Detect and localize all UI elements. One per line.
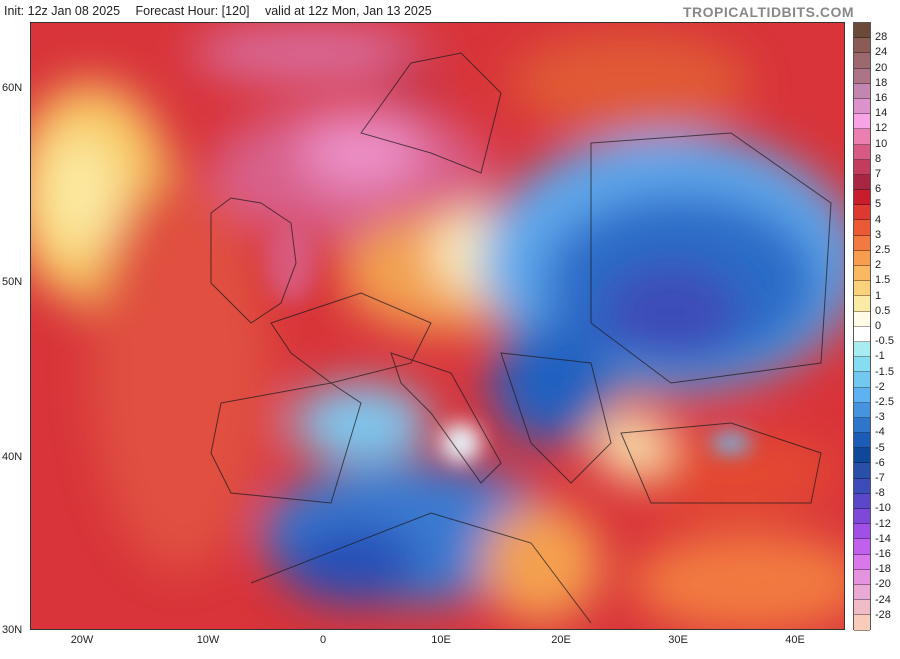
lon-label: 10W [196, 634, 220, 646]
colorbar-label: -8 [875, 487, 885, 500]
colorbar-label: 2.5 [875, 244, 891, 256]
colorbar-segment [854, 509, 870, 525]
colorbar-label: 10 [875, 137, 888, 150]
colorbar-label: -28 [875, 608, 891, 621]
colorbar-label: 0.5 [875, 304, 891, 317]
lon-label: 30E [668, 634, 688, 646]
colorbar-segment [854, 357, 870, 373]
colorbar-segment [854, 569, 870, 585]
colorbar-segment [854, 174, 870, 191]
colorbar-segment [854, 129, 870, 145]
colorbar-segment [854, 220, 870, 236]
colorbar-segment [854, 296, 870, 312]
colorbar-segment [854, 584, 870, 601]
forecast-hour: Forecast Hour: [120] [135, 4, 250, 18]
forecast-info: Init: 12z Jan 08 2025 Forecast Hour: [12… [4, 4, 444, 18]
colorbar-segment [854, 250, 870, 266]
colorbar-label: 12 [875, 122, 888, 135]
lat-label: 50N [2, 276, 23, 288]
colorbar-segment [854, 326, 870, 342]
colorbar-label: -18 [875, 563, 891, 576]
temperature-anomaly-map [30, 22, 845, 630]
colorbar-segment [854, 615, 870, 631]
colorbar-label: 4 [875, 213, 882, 226]
colorbar-label: -1 [875, 350, 885, 363]
colorbar-segment [854, 281, 870, 297]
colorbar-segment [854, 53, 870, 69]
colorbar-label: 0 [875, 320, 882, 332]
colorbar-label: 8 [875, 152, 882, 165]
lon-label: 20W [70, 634, 94, 646]
colorbar-segment [854, 311, 870, 327]
lat-label: 60N [2, 82, 23, 94]
colorbar-segment [854, 493, 870, 509]
colorbar-label: -12 [875, 517, 891, 530]
colorbar-label: 16 [875, 92, 888, 104]
colorbar-label: 6 [875, 183, 882, 196]
colorbar-segment [854, 539, 870, 555]
colorbar-segment [854, 266, 870, 282]
colorbar-segment [854, 190, 870, 206]
colorbar-label: -0.5 [875, 335, 894, 348]
lon-label: 40E [785, 634, 805, 646]
colorbar-segment [854, 448, 870, 464]
lat-label: 40N [2, 451, 23, 463]
colorbar-label: 24 [875, 46, 888, 59]
colorbar-label: -20 [875, 578, 891, 591]
colorbar-label: 1 [875, 289, 882, 302]
colorbar-label: 28 [875, 31, 888, 44]
colorbar-segment [854, 402, 870, 418]
colorbar [853, 22, 871, 631]
colorbar-segment [854, 600, 870, 616]
colorbar-segment [854, 205, 870, 221]
colorbar-segment [854, 478, 870, 494]
colorbar-segment [854, 114, 870, 130]
brand-logo: TROPICALTIDBITS.COM [682, 4, 854, 20]
valid-time: valid at 12z Mon, Jan 13 2025 [264, 4, 432, 18]
colorbar-label: -6 [875, 456, 885, 469]
colorbar-label: -1.5 [875, 365, 894, 378]
colorbar-segment [854, 524, 870, 540]
colorbar-segment [854, 554, 870, 570]
colorbar-segment [854, 341, 870, 358]
colorbar-label: -2 [875, 380, 885, 393]
colorbar-label: -2.5 [875, 396, 894, 408]
colorbar-label: -5 [875, 441, 885, 454]
colorbar-label: -10 [875, 502, 891, 515]
colorbar-label: 2 [875, 259, 882, 272]
colorbar-label: 3 [875, 228, 882, 241]
colorbar-label: -24 [875, 593, 891, 606]
colorbar-segment [854, 23, 870, 39]
colorbar-segment [854, 235, 870, 251]
colorbar-label: -3 [875, 411, 885, 424]
colorbar-segment [854, 433, 870, 449]
init-time: Init: 12z Jan 08 2025 [4, 4, 121, 18]
colorbar-label: 5 [875, 198, 882, 211]
colorbar-segment [854, 38, 870, 54]
colorbar-label: 20 [875, 61, 888, 74]
colorbar-segment [854, 159, 870, 175]
colorbar-label: 1.5 [875, 274, 891, 287]
colorbar-label: -14 [875, 532, 891, 545]
colorbar-label: 7 [875, 168, 882, 180]
colorbar-label: 18 [875, 76, 888, 89]
colorbar-label: 14 [875, 107, 888, 120]
lat-label: 30N [2, 624, 23, 636]
colorbar-label: -16 [875, 548, 891, 560]
colorbar-segment [854, 98, 870, 115]
colorbar-segment [854, 372, 870, 388]
colorbar-label: -4 [875, 426, 885, 439]
lon-label: 10E [431, 634, 451, 646]
lon-label: 0 [319, 634, 327, 646]
colorbar-segment [854, 68, 870, 84]
colorbar-segment [854, 387, 870, 403]
lon-label: 20E [551, 634, 571, 646]
colorbar-segment [854, 417, 870, 434]
colorbar-label: -7 [875, 472, 885, 484]
colorbar-segment [854, 144, 870, 160]
colorbar-segment [854, 83, 870, 99]
colorbar-segment [854, 463, 870, 479]
